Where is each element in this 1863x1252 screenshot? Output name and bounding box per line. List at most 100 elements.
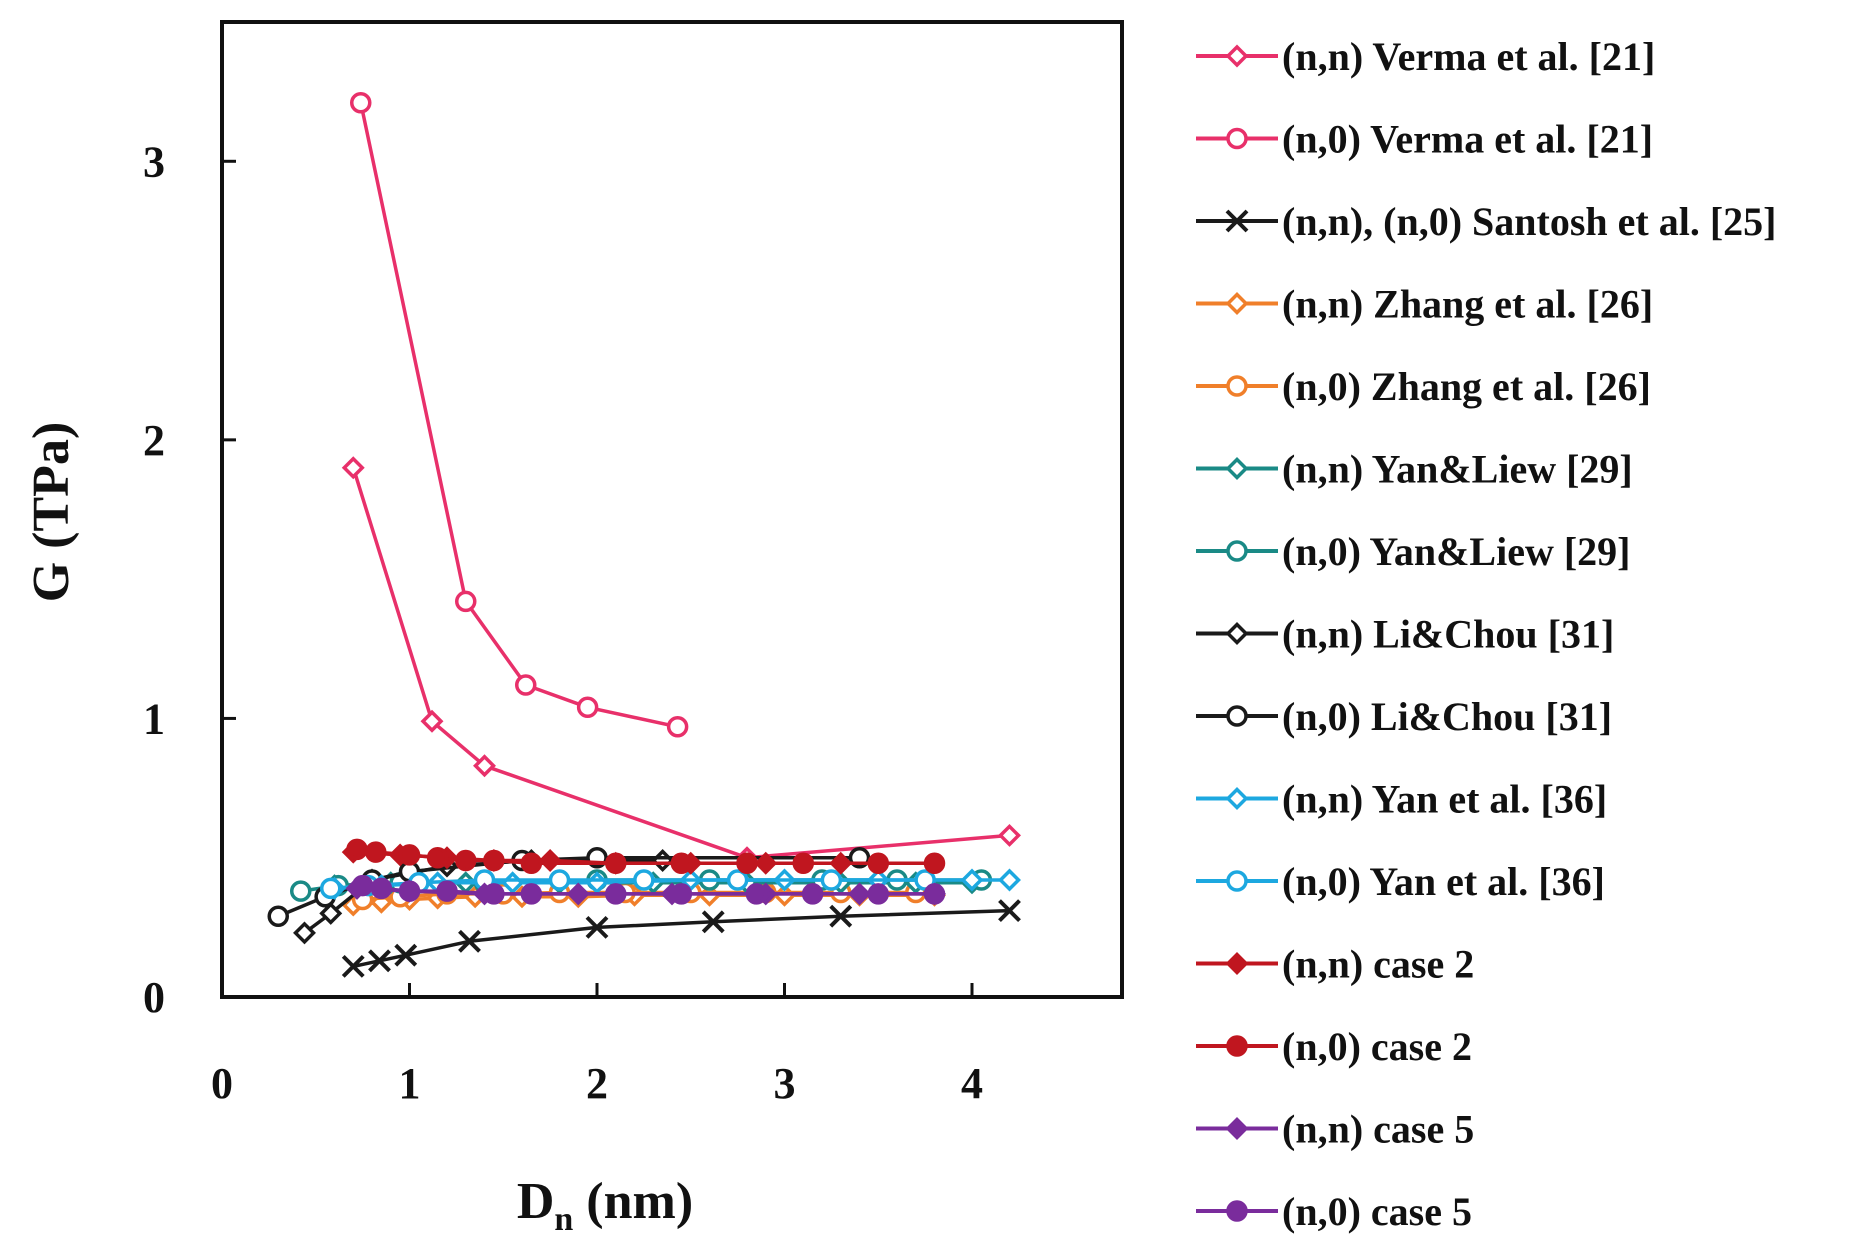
series-layer <box>267 92 1021 978</box>
legend-entry: (n,n) case 2 <box>1196 942 1474 987</box>
data-point <box>701 910 725 934</box>
y-axis-title: G (TPa) <box>23 422 80 603</box>
data-point <box>998 899 1021 923</box>
data-point <box>829 904 853 928</box>
data-point <box>960 868 984 892</box>
legend-entry: (n,n) Verma et al. [21] <box>1196 34 1655 79</box>
data-point <box>455 590 477 613</box>
data-point <box>633 869 655 891</box>
legend-marker <box>1226 375 1248 397</box>
legend-marker <box>1226 1200 1248 1222</box>
legend-marker <box>1226 705 1248 727</box>
data-point <box>666 716 689 738</box>
data-point <box>483 849 505 872</box>
x-tick-label: 3 <box>774 1059 796 1108</box>
legend-marker <box>1226 1035 1248 1057</box>
legend-label: (n,n) Yan&Liew [29] <box>1282 447 1633 492</box>
legend-marker <box>1226 540 1248 562</box>
data-point <box>670 883 693 905</box>
legend-entry: (n,0) Yan et al. [36] <box>1196 859 1605 904</box>
x-tick-label: 4 <box>961 1059 983 1108</box>
data-point <box>341 954 365 978</box>
ticks-layer: 0 1 2 3 4 0 1 2 3 <box>143 137 983 1108</box>
legend-marker <box>1225 1117 1249 1140</box>
legend-label: (n,0) Yan&Liew [29] <box>1282 529 1631 574</box>
data-point <box>605 883 627 905</box>
data-point <box>585 915 609 939</box>
data-point <box>398 844 421 866</box>
data-point <box>320 877 342 900</box>
data-point <box>820 869 843 891</box>
legend-label: (n,n), (n,0) Santosh et al. [25] <box>1282 199 1776 244</box>
data-point <box>368 949 391 973</box>
legend-marker <box>1225 44 1249 68</box>
legend-entry: (n,n) Li&Chou [31] <box>1196 612 1614 657</box>
series-2 <box>341 899 1021 978</box>
data-point <box>365 841 387 863</box>
legend-label: (n,0) Verma et al. [21] <box>1282 117 1653 162</box>
legend-entry: (n,n) Yan&Liew [29] <box>1196 447 1633 492</box>
series-12 <box>346 838 946 875</box>
legend-entry: (n,0) Zhang et al. [26] <box>1196 364 1651 409</box>
data-point <box>458 929 481 953</box>
legend-marker <box>1225 622 1249 645</box>
legend-entry: (n,0) case 5 <box>1196 1189 1472 1234</box>
y-tick-label: 0 <box>143 973 165 1022</box>
data-point <box>548 869 571 891</box>
legend-label: (n,n) Yan et al. [36] <box>1282 777 1607 822</box>
legend: (n,n) Verma et al. [21] (n,0) Verma et al… <box>1196 34 1776 1234</box>
data-point <box>483 883 505 905</box>
data-point <box>745 883 768 905</box>
series-1 <box>350 92 689 738</box>
legend-entry: (n,n) Yan et al. [36] <box>1196 777 1607 822</box>
x-tick-label: 1 <box>399 1059 421 1108</box>
data-point <box>520 883 543 905</box>
data-point <box>455 849 477 872</box>
series-line <box>352 908 1010 969</box>
legend-entry: (n,0) Yan&Liew [29] <box>1196 529 1631 574</box>
legend-marker <box>1225 292 1249 315</box>
data-point <box>998 868 1021 892</box>
legend-marker <box>1225 457 1249 480</box>
data-point <box>576 696 599 719</box>
data-point <box>867 883 889 905</box>
y-tick-label: 3 <box>143 137 165 186</box>
series-14 <box>351 874 946 905</box>
data-point <box>426 846 449 869</box>
legend-label: (n,0) Zhang et al. [26] <box>1282 364 1651 409</box>
data-point <box>726 869 749 891</box>
legend-entry: (n,n) case 5 <box>1196 1107 1474 1152</box>
plot-frame <box>220 20 1124 999</box>
data-point <box>293 921 316 945</box>
data-point <box>998 823 1021 847</box>
x-tick-label: 2 <box>586 1059 608 1108</box>
data-point <box>398 880 421 902</box>
data-point <box>736 852 758 875</box>
data-point <box>801 883 824 905</box>
legend-entry: (n,0) Li&Chou [31] <box>1196 694 1612 739</box>
legend-label: (n,n) Verma et al. [21] <box>1282 34 1655 79</box>
data-point <box>341 456 365 480</box>
legend-label: (n,n) case 5 <box>1282 1107 1474 1152</box>
data-point <box>473 754 496 778</box>
data-point <box>319 901 343 925</box>
data-point <box>520 852 543 875</box>
data-point <box>267 905 289 927</box>
data-point <box>515 674 537 696</box>
legend-entry: (n,0) Verma et al. [21] <box>1196 117 1653 162</box>
data-point <box>792 852 814 875</box>
data-point <box>670 852 693 875</box>
legend-label: (n,0) case 5 <box>1282 1189 1472 1234</box>
data-point <box>867 852 889 875</box>
x-axis-title-units: (nm) <box>573 1173 693 1230</box>
legend-label: (n,0) Li&Chou [31] <box>1282 694 1612 739</box>
data-point <box>290 880 312 902</box>
data-point <box>420 709 444 733</box>
legend-marker <box>1225 952 1249 975</box>
legend-label: (n,n) Li&Chou [31] <box>1282 612 1614 657</box>
y-tick-label: 2 <box>143 416 165 465</box>
legend-marker <box>1226 870 1248 892</box>
legend-label: (n,0) case 2 <box>1282 1024 1472 1069</box>
